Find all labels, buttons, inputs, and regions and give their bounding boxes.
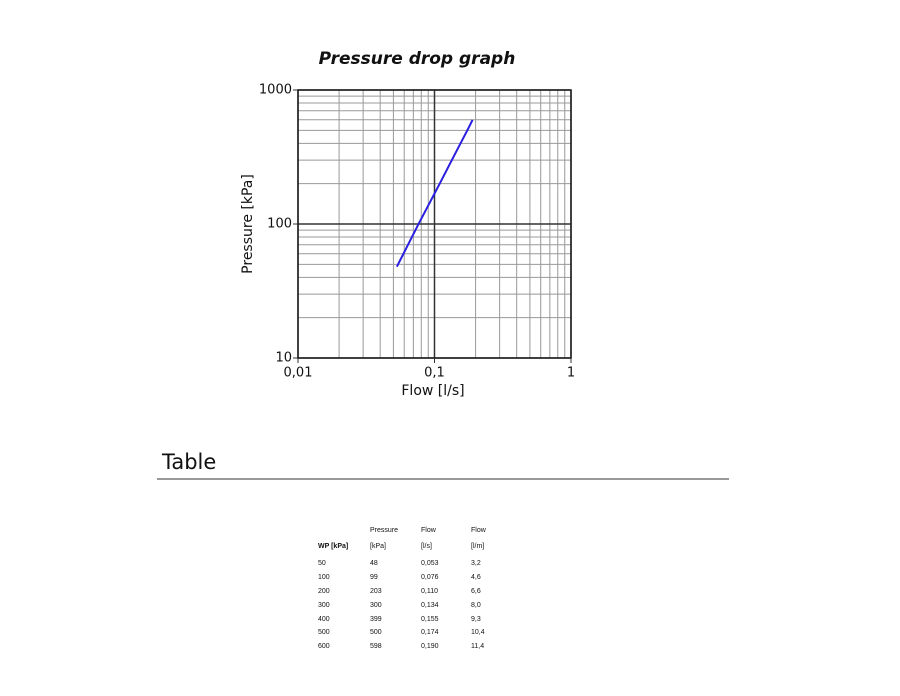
- table-cell: 0,155: [421, 616, 439, 623]
- table-unit: [kPa]: [370, 543, 386, 550]
- data-line: [395, 119, 474, 268]
- plot-border: [297, 89, 572, 359]
- table-cell: 203: [370, 588, 382, 595]
- table-cell: 3,2: [471, 560, 481, 567]
- table-header: Flow: [471, 527, 487, 534]
- table-cell: 4,6: [471, 574, 481, 581]
- chart-title: Pressure drop graph: [319, 49, 516, 69]
- table-cell: 48: [370, 560, 378, 567]
- x-tick-label: 1: [567, 366, 575, 381]
- table-cell: 0,076: [421, 574, 439, 581]
- x-tick-label: 0,1: [424, 366, 445, 381]
- table-cell: 400: [318, 616, 330, 623]
- table-cell: 100: [318, 574, 330, 581]
- table-cell: 300: [318, 602, 330, 609]
- table-cell: 10,4: [471, 629, 485, 636]
- table-cell: 8,0: [471, 602, 481, 609]
- table-cell: 598: [370, 643, 382, 650]
- table-unit: WP [kPa]: [318, 543, 348, 550]
- table-cell: 99: [370, 574, 378, 581]
- table-cell: 0,053: [421, 560, 439, 567]
- section-title: Table: [161, 450, 216, 474]
- x-tick-label: 0,01: [284, 366, 313, 381]
- y-axis-label: Pressure [kPa]: [240, 174, 256, 274]
- table-unit: [l/m]: [471, 543, 484, 550]
- y-tick-label: 10: [275, 351, 292, 366]
- table-header: Pressure: [370, 527, 398, 534]
- table-cell: 11,4: [471, 643, 484, 650]
- table-cell: 500: [318, 629, 330, 636]
- y-tick-label: 100: [267, 217, 292, 232]
- table-unit: [l/s]: [421, 543, 432, 550]
- table-cell: 0,110: [421, 588, 438, 595]
- table-cell: 600: [318, 643, 330, 650]
- table-cell: 50: [318, 560, 326, 567]
- x-axis-label: Flow [l/s]: [401, 383, 464, 399]
- table-cell: 200: [318, 588, 330, 595]
- table-cell: 0,174: [421, 629, 439, 636]
- table-cell: 300: [370, 602, 382, 609]
- y-tick-label: 1000: [259, 83, 292, 98]
- table-cell: 399: [370, 616, 382, 623]
- table-cell: 6,6: [471, 588, 481, 595]
- table-cell: 500: [370, 629, 382, 636]
- table-cell: 9,3: [471, 616, 481, 623]
- table-header: Flow: [421, 527, 437, 534]
- table-cell: 0,134: [421, 602, 439, 609]
- table-cell: 0,190: [421, 643, 439, 650]
